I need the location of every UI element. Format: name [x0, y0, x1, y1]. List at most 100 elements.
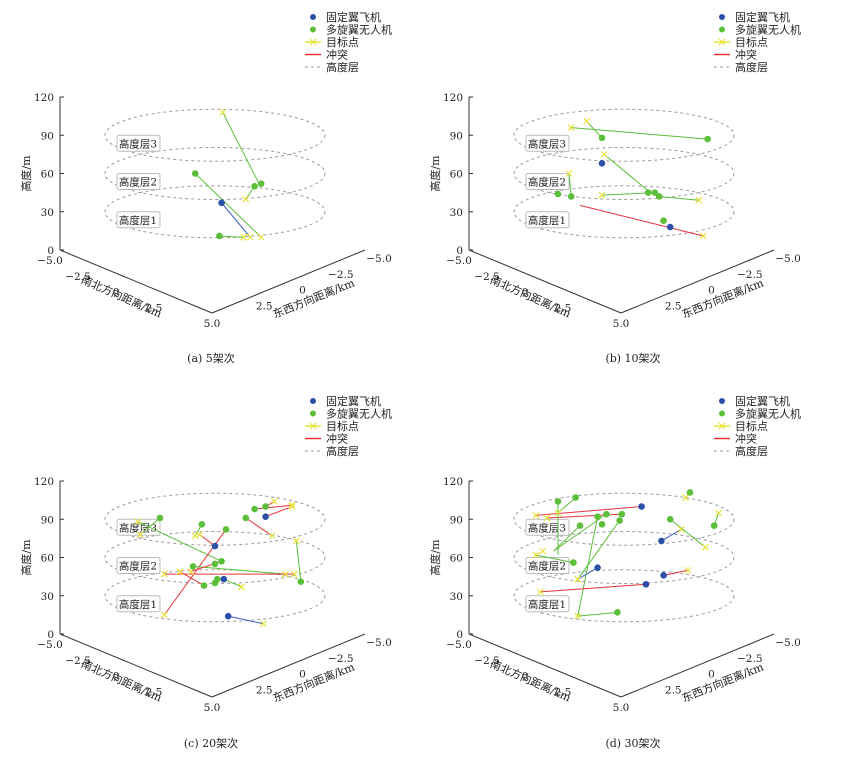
legend-label: 高度层: [735, 444, 768, 458]
target-point-marker: [288, 503, 296, 510]
fixed-path-line: [228, 615, 264, 625]
multi-path-line: [553, 513, 607, 552]
legend-label: 高度层: [326, 444, 359, 458]
z-tick-label: 0: [47, 629, 54, 641]
altitude-layer-ellipse: [513, 185, 735, 239]
ew-tick-label: −5.0: [366, 253, 392, 265]
target-point-marker: [292, 537, 300, 545]
ew-tick-label: 0: [708, 669, 715, 681]
legend-item: 冲突: [714, 48, 757, 62]
panel-a: 固定翼飞机 多旋翼无人机 目标点 冲突 高度层 0 30 60 90 120 高度/m −5.0 −2.…: [0, 0, 422, 377]
multi-path-line: [577, 516, 599, 617]
layer-label-text: 高度层2: [119, 176, 157, 189]
legend-label: 固定翼飞机: [326, 394, 381, 408]
target-point-marker: [290, 570, 298, 578]
legend-label: 多旋翼无人机: [326, 23, 392, 37]
legend-dot-icon: [310, 26, 316, 33]
ew-tick-label: 0: [299, 669, 306, 681]
caption-c: (c) 20架次: [183, 737, 239, 750]
legend-dot-icon: [310, 398, 316, 404]
ns-tick-label: −5.0: [446, 639, 472, 651]
layer-label-text: 高度层1: [119, 214, 157, 227]
target-point-marker: [574, 612, 582, 620]
legend-dot-icon: [310, 410, 316, 417]
ns-tick-label: −5.0: [37, 639, 63, 651]
z-tick-label: 0: [47, 245, 54, 257]
target-point-marker: [288, 501, 296, 509]
legend-label: 冲突: [735, 48, 757, 62]
layer-label-box: [116, 557, 161, 574]
legend-label: 冲突: [326, 432, 348, 446]
ns-axis: [59, 249, 213, 314]
ns-tick-label: 5.0: [204, 318, 221, 330]
z-tick-label: 90: [41, 514, 54, 526]
legend-item: 固定翼飞机: [719, 394, 790, 408]
multi-path-line: [535, 554, 574, 564]
legend-label: 目标点: [326, 35, 359, 49]
z-tick-label: 30: [41, 591, 54, 603]
legend-item: 高度层: [714, 444, 768, 458]
ew-tick-label: 2.5: [256, 684, 273, 696]
legend-label: 目标点: [735, 419, 768, 433]
z-tick-label: 60: [41, 169, 54, 181]
altitude-layer-ellipse: [104, 531, 326, 584]
target-point-marker: [191, 532, 199, 540]
layer-label-text: 高度层3: [528, 137, 566, 150]
multi-path-line: [139, 517, 161, 535]
legend-cross-icon: [718, 38, 726, 46]
fixed-wing-aircraft-point: [638, 503, 645, 510]
multirotor-uav-point: [572, 494, 579, 501]
target-point-marker: [532, 551, 540, 559]
conflict-path-line: [179, 571, 205, 586]
ew-tick-label: −5.0: [775, 637, 801, 649]
multirotor-uav-point: [710, 522, 718, 529]
legend-item: 高度层: [305, 444, 359, 458]
fixed-path-line: [661, 529, 682, 542]
ns-tick-label: 2.5: [146, 686, 163, 698]
legend-label: 多旋翼无人机: [326, 407, 392, 421]
multirotor-uav-point: [614, 609, 621, 616]
legend-cross-icon: [309, 38, 317, 46]
target-point-marker: [536, 588, 544, 596]
legend-label: 目标点: [326, 419, 359, 433]
legend-item: 目标点: [305, 419, 359, 433]
conflict-path-line: [163, 529, 227, 616]
multi-path-line: [192, 565, 286, 575]
conflict-path-line: [245, 517, 273, 537]
layer-label-box: [525, 211, 570, 229]
multirotor-uav-point: [218, 558, 225, 565]
legend-item: 冲突: [305, 432, 348, 446]
altitude-layer-ellipse: [513, 492, 735, 546]
altitude-layer-ellipse: [104, 185, 326, 239]
target-point-marker: [242, 195, 250, 203]
z-tick-label: 0: [456, 245, 463, 257]
layer-label: 高度层1: [116, 595, 161, 613]
legend-item: 目标点: [305, 35, 359, 49]
target-point-marker: [196, 531, 204, 538]
multi-path-line: [577, 611, 618, 617]
ns-tick-label: 0: [522, 671, 529, 683]
legend-label: 冲突: [735, 432, 757, 446]
layer-label-text: 高度层1: [528, 214, 566, 227]
legend-label: 多旋翼无人机: [735, 407, 801, 421]
multirotor-uav-point: [567, 193, 575, 200]
target-point-marker: [270, 497, 278, 505]
caption-d: (d) 30架次: [605, 737, 661, 750]
multirotor-uav-point: [603, 510, 610, 518]
fixed-wing-aircraft-point: [598, 160, 606, 167]
legend-item: 目标点: [714, 419, 768, 433]
ew-tick-label: −5.0: [366, 637, 392, 649]
legend-item: 高度层: [305, 60, 359, 74]
multi-path-line: [194, 173, 262, 238]
chart-c: 固定翼飞机多旋翼无人机目标点冲突高度层0306090120高度/m−5.0−2.…: [19, 394, 392, 714]
chart-a: 固定翼飞机多旋翼无人机目标点冲突高度层0306090120高度/m−5.0−2.…: [19, 10, 392, 330]
legend-item: 多旋翼无人机: [310, 23, 392, 37]
multirotor-uav-point: [598, 134, 606, 142]
target-point-marker: [598, 191, 606, 199]
layer-label-text: 高度层2: [119, 560, 157, 573]
fixed-wing-aircraft-point: [262, 513, 269, 520]
ew-tick-label: 2.5: [665, 300, 682, 312]
ew-axis-label: 东西方向距离/km: [271, 659, 357, 705]
layer-label: 高度层3: [116, 134, 161, 152]
ns-tick-label: −2.5: [474, 271, 500, 283]
